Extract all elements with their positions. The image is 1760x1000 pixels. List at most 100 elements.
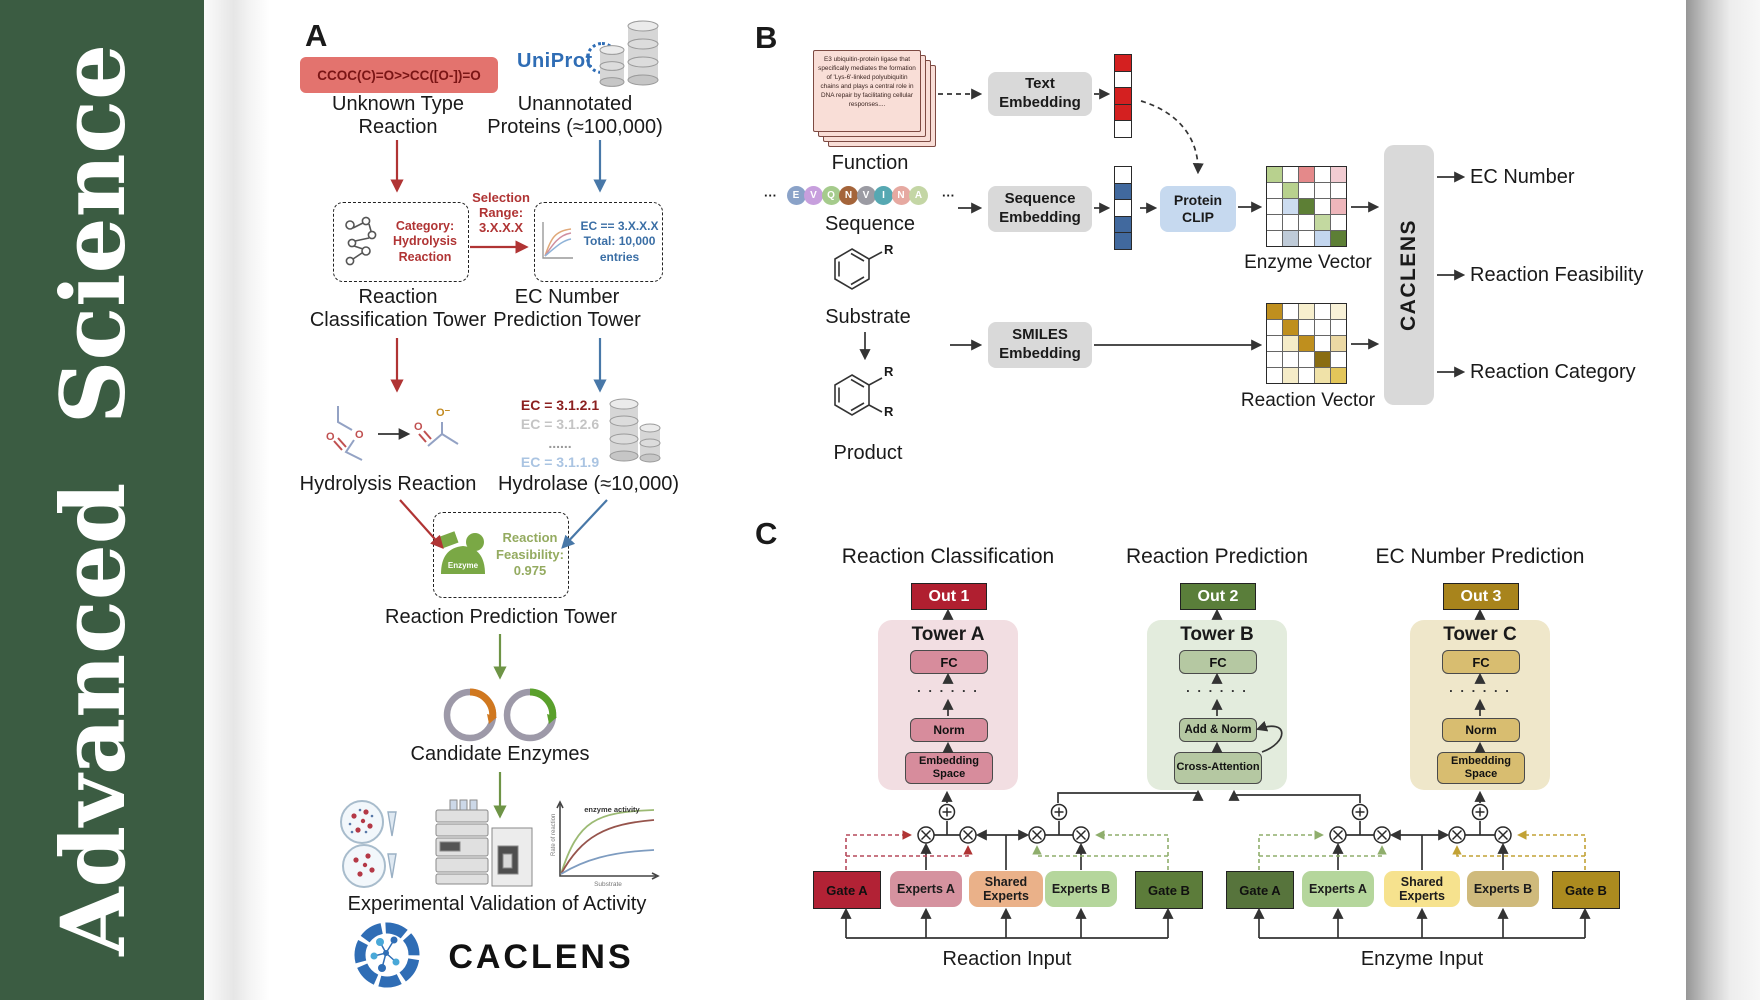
tower3-label: Reaction Prediction Tower — [385, 606, 617, 628]
grid-cell — [1267, 199, 1282, 214]
shared-experts-enzyme: Shared Experts — [1384, 871, 1460, 907]
residue-circle: V — [856, 186, 876, 205]
times-circle-icon — [1329, 826, 1347, 844]
vector-cell — [1115, 182, 1131, 200]
grid-cell — [1315, 183, 1330, 198]
carboxylate-molecule-icon: O⁻ O — [414, 407, 459, 447]
grid-cell — [1331, 368, 1346, 383]
gate-a-reaction: Gate A — [813, 871, 881, 909]
substrate-molecule-icon — [834, 248, 883, 290]
tower1-label: Reaction Classification Tower — [298, 286, 498, 332]
grid-cell — [1331, 304, 1346, 319]
times-circle-icon — [1448, 826, 1466, 844]
grid-cell — [1283, 352, 1298, 367]
grid-cell — [1283, 320, 1298, 335]
grid-cell — [1315, 320, 1330, 335]
plus-circle-icon — [1351, 803, 1369, 821]
gate-b-reaction: Gate B — [1135, 871, 1203, 909]
hydrolysis-label: Hydrolysis Reaction — [299, 473, 477, 495]
plus-circle-icon — [938, 803, 956, 821]
product-r2-label: R — [884, 404, 894, 419]
plot-ylabel: Rate of reaction — [551, 814, 557, 856]
enzyme-vector-label: Enzyme Vector — [1244, 252, 1372, 273]
validation-label: Experimental Validation of Activity — [347, 893, 647, 915]
protein-clip-box: Protein CLIP — [1160, 186, 1236, 232]
grid-cell — [1315, 368, 1330, 383]
svg-text:O⁻: O⁻ — [436, 407, 451, 419]
grid-cell — [1331, 167, 1346, 182]
tower2-line2: Prediction Tower — [493, 309, 641, 332]
grid-cell — [1267, 183, 1282, 198]
out2-box: Out 2 — [1180, 583, 1256, 610]
enzyme-activity-plot: enzyme activity Rate of reaction Substra… — [551, 800, 660, 888]
plus-circle-icon — [1050, 803, 1068, 821]
sequence-ellipsis-right: ··· — [942, 188, 955, 203]
grid-cell — [1267, 368, 1282, 383]
smiles-embedding-box: SMILES Embedding — [988, 322, 1092, 368]
out1-box: Out 1 — [911, 583, 987, 610]
feasibility-text: Reaction Feasibility: 0.975 — [496, 529, 564, 579]
grid-cell — [1299, 183, 1314, 198]
ec-result-1: EC = 3.1.2.1 — [520, 397, 600, 413]
ec-result-2: EC = 3.1.2.6 — [520, 416, 600, 433]
experts-b-reaction: Experts B — [1045, 871, 1117, 907]
enzyme-vector-grid — [1266, 166, 1347, 247]
ec-box-line1: EC == 3.X.X.X — [580, 218, 659, 233]
vector-cell — [1115, 55, 1131, 71]
tower1-line1: Reaction — [358, 286, 438, 308]
ec-result-dots: ...... — [548, 435, 572, 452]
curves-plot-icon — [541, 222, 573, 259]
tower-b-add-norm: Add & Norm — [1179, 718, 1257, 742]
grid-cell — [1283, 368, 1298, 383]
grid-cell — [1331, 336, 1346, 351]
plot-title: enzyme activity — [584, 805, 640, 814]
grid-cell — [1331, 215, 1346, 230]
residue-circle: N — [891, 186, 911, 205]
ester-molecule-icon: O O — [326, 406, 364, 461]
experts-b-enzyme: Experts B — [1467, 871, 1539, 907]
hydrolase-database-icon — [609, 398, 661, 463]
molecule-scribble-icon — [345, 216, 377, 266]
text-embedding-box: Text Embedding — [988, 72, 1092, 116]
panel-b-label: B — [755, 20, 778, 55]
shared-experts-reaction: Shared Experts — [969, 871, 1043, 907]
times-circle-icon — [1028, 826, 1046, 844]
classification-box-text: Category: Hydrolysis Reaction — [393, 218, 457, 264]
database-icon — [599, 20, 659, 87]
times-circle-icon — [1373, 826, 1391, 844]
gate-a-enzyme: Gate A — [1226, 871, 1294, 909]
grid-cell — [1283, 231, 1298, 246]
grid-cell — [1299, 231, 1314, 246]
grid-cell — [1267, 215, 1282, 230]
residue-circle: V — [804, 186, 823, 205]
product-label: Product — [833, 442, 903, 464]
smiles-reaction-box: CCOC(C)=O>>CC([O-])=O — [300, 57, 498, 93]
tower-a-dots: . . . . . . — [917, 680, 979, 695]
vector-cell — [1115, 103, 1131, 121]
vector-cell — [1115, 167, 1131, 183]
enzyme-input-label: Enzyme Input — [1360, 948, 1484, 970]
ec-selection-box: EC == 3.X.X.X Total: 10,000 entries — [534, 202, 663, 282]
reaction-input-label: Reaction Input — [942, 948, 1072, 970]
ec-result-list: EC = 3.1.2.1 EC = 3.1.2.6 ...... EC = 3.… — [518, 396, 602, 472]
output-ec-number: EC Number — [1470, 166, 1575, 188]
function-label: Function — [831, 152, 909, 174]
grid-cell — [1331, 199, 1346, 214]
grid-cell — [1299, 167, 1314, 182]
enzyme-icon: Enzyme — [438, 531, 485, 574]
tower-a-title: Tower A — [911, 624, 985, 645]
grid-cell — [1331, 320, 1346, 335]
unknown-reaction-label: Unknown Type Reaction — [332, 93, 464, 139]
times-circle-icon — [1494, 826, 1512, 844]
grid-cell — [1283, 199, 1298, 214]
experts-a-enzyme: Experts A — [1302, 871, 1374, 907]
grid-cell — [1283, 183, 1298, 198]
plasmid-icons — [443, 688, 557, 742]
grid-cell — [1299, 336, 1314, 351]
grid-cell — [1331, 231, 1346, 246]
grid-cell — [1283, 167, 1298, 182]
reaction-vector-label: Reaction Vector — [1240, 390, 1376, 411]
tower-a: Tower A FC . . . . . . Norm Embedding Sp… — [878, 620, 1018, 790]
grid-cell — [1299, 368, 1314, 383]
grid-cell — [1299, 215, 1314, 230]
